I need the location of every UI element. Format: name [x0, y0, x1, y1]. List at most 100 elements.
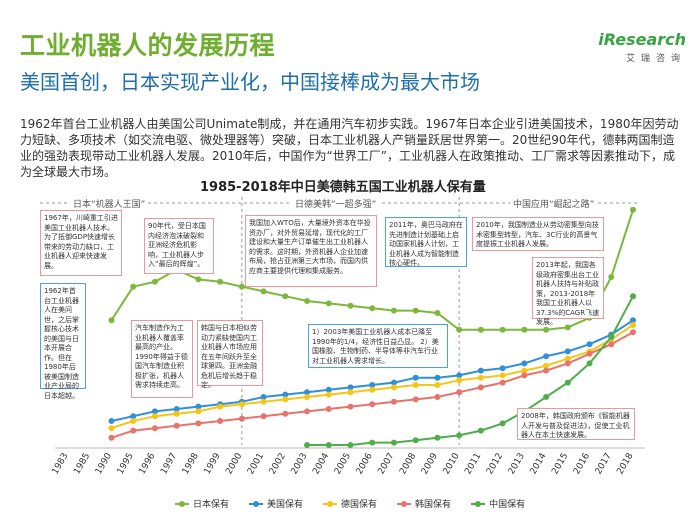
data-point: [260, 398, 267, 405]
series-line-4: [307, 295, 634, 446]
x-tick-label: 2011: [463, 452, 483, 477]
data-point: [564, 355, 571, 362]
data-point: [456, 377, 463, 384]
x-tick-label: 2003: [290, 452, 310, 477]
data-point: [173, 406, 180, 412]
x-tick-label: 1997: [159, 452, 179, 477]
legend-label: 中国保有: [489, 500, 526, 510]
data-point: [521, 367, 528, 374]
data-point: [347, 442, 354, 448]
data-point: [434, 394, 441, 400]
x-tick-label: 1990: [94, 451, 114, 476]
data-point: [282, 410, 289, 417]
data-point: [108, 434, 115, 441]
data-point: [369, 382, 376, 388]
note-korea: 韩国与日本相似劳动力紧缺使国内工业机器人市场应用在五年间跃升至全球第四。亚洲金融…: [197, 320, 263, 389]
x-tick-label: 2016: [572, 451, 592, 476]
note-china-2013: 2013年起，我国各级政府密集出台工业机器人扶持与补贴政策，2013-2018年…: [532, 257, 604, 326]
data-point: [586, 350, 593, 357]
x-tick-label: 2005: [333, 452, 353, 477]
data-point: [390, 384, 397, 391]
data-point: [130, 427, 137, 434]
data-point: [151, 278, 158, 285]
x-tick-label: 2001: [246, 452, 266, 477]
data-point: [130, 283, 137, 290]
data-point: [630, 329, 636, 336]
data-point: [195, 403, 202, 410]
logo-text: iResearch: [598, 30, 686, 49]
data-point: [456, 326, 463, 333]
data-point: [608, 334, 615, 340]
data-point: [304, 442, 311, 448]
page-subtitle: 美国首创，日本实现产业化，中国接棒成为最大市场: [20, 70, 480, 94]
data-point: [434, 434, 441, 441]
legend-swatch: [397, 500, 412, 507]
data-point: [608, 341, 615, 348]
legend-label: 韩国保有: [415, 500, 452, 510]
data-point: [412, 437, 419, 444]
x-tick-label: 2012: [485, 451, 505, 476]
intro-paragraph: 1962年首台工业机器人由美国公司Unimate制成，并在通用汽车初步实践。19…: [20, 117, 679, 179]
legend-item: 日本保有: [175, 497, 229, 510]
data-point: [151, 425, 158, 432]
data-point: [325, 300, 332, 307]
x-tick-label: 1985: [72, 452, 92, 477]
data-point: [195, 276, 202, 283]
data-point: [325, 406, 332, 412]
note-korea-2008: 2008年，韩国政府颁布《智能机器人开发与普及促进法》，促使工业机器人在本土快速…: [517, 408, 635, 440]
data-point: [173, 410, 180, 417]
x-tick-label: 2002: [268, 452, 288, 477]
legend-label: 日本保有: [193, 500, 230, 510]
iresearch-logo: iResearch 艾瑞咨询: [598, 30, 686, 64]
data-point: [304, 408, 311, 415]
note-germany-auto: 汽车制造作为工业机器人覆盖率最高的产业。1990年得益于德国汽车制造业积极扩张，…: [131, 320, 193, 398]
data-point: [434, 382, 441, 388]
data-point: [412, 382, 419, 388]
x-tick-label: 2004: [311, 451, 331, 476]
data-point: [521, 326, 528, 333]
data-point: [434, 374, 441, 381]
note-china-wto: 我国加入WTO后，大量境外资本在华投资办厂，对外贸易延增，现代化的工厂建设和大量…: [245, 215, 377, 287]
legend-label: 美国保有: [267, 500, 304, 510]
data-point: [217, 278, 224, 285]
data-point: [477, 427, 484, 434]
data-point: [456, 432, 463, 439]
data-point: [499, 365, 506, 372]
data-point: [499, 372, 506, 379]
x-tick-label: 2009: [420, 451, 440, 476]
data-point: [238, 283, 245, 290]
x-tick-label: 1995: [116, 452, 136, 477]
x-tick-label: 1998: [181, 451, 201, 476]
data-point: [630, 322, 636, 328]
page-title: 工业机器人的发展历程: [20, 31, 276, 60]
data-point: [564, 379, 571, 386]
data-point: [499, 379, 506, 386]
data-point: [369, 386, 376, 393]
data-point: [608, 274, 615, 280]
legend-item: 德国保有: [323, 497, 377, 510]
data-point: [390, 307, 397, 314]
data-point: [412, 307, 419, 314]
data-point: [304, 394, 311, 400]
data-point: [108, 425, 115, 432]
note-us-1962: 1962年首台工业机器人在美问世，之后掌握核心技术的美国与日本开展合作。但在19…: [40, 283, 86, 400]
legend-item: 韩国保有: [397, 497, 451, 510]
data-point: [390, 439, 397, 446]
data-point: [304, 389, 311, 396]
x-tick-label: 1996: [137, 451, 157, 476]
data-point: [151, 408, 158, 415]
data-point: [521, 372, 528, 379]
legend-swatch: [249, 500, 264, 507]
data-point: [130, 418, 137, 424]
data-point: [130, 413, 137, 420]
data-point: [347, 384, 354, 391]
data-point: [499, 420, 506, 427]
x-tick-label: 2008: [398, 451, 418, 476]
chart-title: 1985-2018年中日美德韩五国工业机器人保有量: [200, 180, 486, 195]
data-point: [630, 293, 636, 300]
data-point: [282, 396, 289, 403]
data-point: [238, 415, 245, 422]
data-point: [390, 398, 397, 405]
data-point: [543, 353, 550, 360]
x-tick-label: 2006: [355, 451, 375, 476]
